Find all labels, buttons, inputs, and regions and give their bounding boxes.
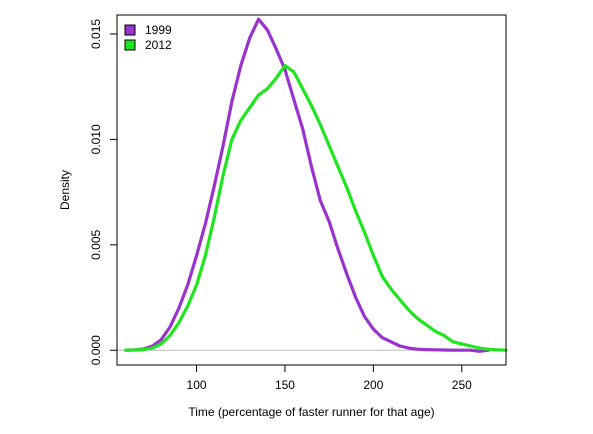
y-tick-label: 0.005 xyxy=(89,229,103,259)
y-tick-label: 0.015 xyxy=(89,19,103,49)
x-tick-label: 100 xyxy=(187,378,207,392)
x-tick-label: 200 xyxy=(363,378,383,392)
y-tick-label: 0.000 xyxy=(89,335,103,365)
y-axis-title: Density xyxy=(58,170,72,210)
y-tick-label: 0.010 xyxy=(89,124,103,154)
x-tick-label: 150 xyxy=(275,378,295,392)
x-tick-label: 250 xyxy=(452,378,472,392)
legend-swatch xyxy=(124,39,136,51)
series-line-1999 xyxy=(124,17,490,353)
series-line-2012 xyxy=(124,63,508,352)
x-axis-title: Time (percentage of faster runner for th… xyxy=(188,405,434,419)
legend-label: 1999 xyxy=(145,23,172,37)
legend-swatch xyxy=(124,24,136,36)
legend-label: 2012 xyxy=(145,38,172,52)
